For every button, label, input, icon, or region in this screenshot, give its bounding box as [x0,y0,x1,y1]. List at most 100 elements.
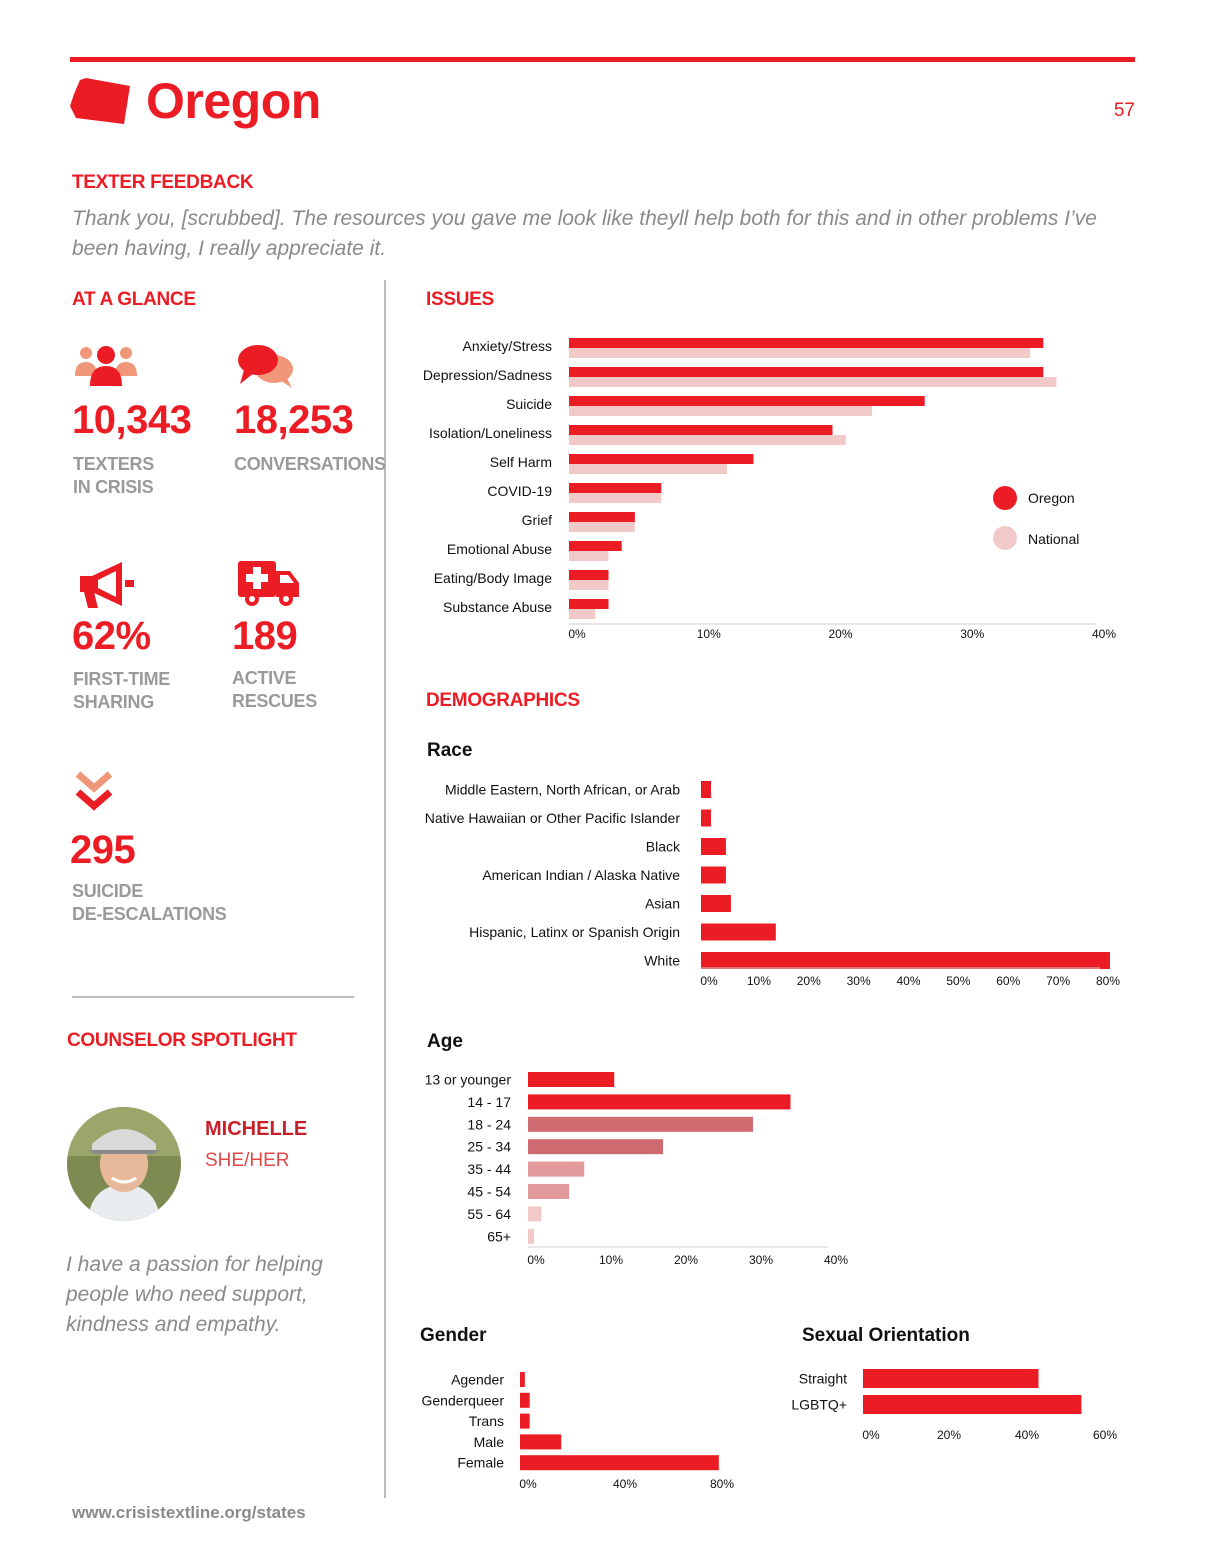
race-tick-20: 20% [797,974,821,988]
rescues-label-2: RESCUES [232,691,317,711]
orientation-tick-0: 0% [862,1428,880,1442]
gender-tick-0: 0% [519,1477,537,1491]
race-bar-black [701,838,726,855]
age-tick-20: 20% [674,1253,698,1267]
gender-bar-male [520,1434,562,1450]
race-tick-30: 30% [847,974,871,988]
counselor-quote: I have a passion for helping people who … [66,1253,323,1336]
texters-value: 10,343 [72,398,192,442]
age-label-55-64: 55 - 64 [467,1206,511,1222]
age-label-65: 65+ [487,1228,511,1244]
race-bar-native-hawaiian-or-other-pacific-islander [701,809,711,827]
feedback-heading: TEXTER FEEDBACK [72,172,254,193]
deescalations-value: 295 [70,828,136,872]
race-tick-50: 50% [946,974,970,988]
age-label-45-54: 45 - 54 [467,1184,511,1200]
age-label-25-34: 25 - 34 [467,1139,511,1155]
orientation-bar-lgbtq [863,1395,1082,1414]
footer-url: www.crisistextline.org/states [72,1503,306,1522]
gender-label-genderqueer: Genderqueer [421,1392,504,1408]
issues-bar-oregon-isolation-loneliness [569,425,833,435]
age-tick-30: 30% [749,1253,773,1267]
issues-bar-national-self-harm [569,464,728,474]
deescalations-label-1: SUICIDE [72,881,143,901]
issues-label-isolation-loneliness: Isolation/Loneliness [429,425,552,441]
race-label-white: White [644,953,680,969]
rescues-label-1: ACTIVE [232,668,297,688]
page-number: 57 [1113,100,1135,121]
issues-label-anxiety-stress: Anxiety/Stress [463,338,552,354]
issues-bar-national-depression-sadness [569,377,1057,387]
age-bar-25-34 [528,1139,663,1155]
orientation-label-straight: Straight [799,1371,847,1387]
age-label-35-44: 35 - 44 [467,1161,511,1177]
counselor-avatar [67,1107,181,1221]
age-label-18-24: 18 - 24 [467,1116,511,1132]
issues-bar-national-emotional-abuse [569,551,609,561]
gender-tick-80: 80% [710,1477,734,1491]
legend-label-oregon: Oregon [1028,490,1075,506]
texters-label-2: IN CRISIS [73,477,154,497]
counselor-name: MICHELLE [205,1118,308,1140]
orientation-tick-60: 60% [1093,1428,1117,1442]
issues-bar-oregon-self-harm [569,454,754,464]
issues-bar-national-anxiety-stress [569,348,1031,358]
race-label-black: Black [646,839,681,855]
gender-bar-trans [520,1413,530,1429]
deescalations-label-2: DE-ESCALATIONS [72,904,227,924]
legend-swatch-national [993,526,1017,550]
orientation-tick-40: 40% [1015,1428,1039,1442]
race-tick-10: 10% [747,974,771,988]
column-divider [384,280,386,1498]
issues-tick-30: 30% [960,627,984,641]
issues-bar-oregon-covid-19 [569,483,662,493]
orientation-bar-straight [863,1369,1039,1388]
race-tick-40: 40% [896,974,920,988]
race-label-american-indian-alaska-native: American Indian / Alaska Native [482,867,680,883]
race-bar-middle-eastern-north-african-or-arab [701,781,711,798]
race-tick-80: 80% [1096,974,1120,988]
age-title: Age [427,1031,463,1052]
issues-bar-national-covid-19 [569,493,662,503]
issues-label-eating-body-image: Eating/Body Image [434,570,553,586]
age-bar-14-17 [528,1094,791,1110]
issues-bar-oregon-grief [569,512,635,522]
age-bar-55-64 [528,1206,542,1222]
race-label-middle-eastern-north-african-or-arab: Middle Eastern, North African, or Arab [445,782,680,798]
age-tick-40: 40% [824,1253,848,1267]
issues-bar-oregon-suicide [569,396,925,406]
rescues-value: 189 [232,614,298,658]
issues-bar-national-eating-body-image [569,580,609,590]
issues-bar-national-isolation-loneliness [569,435,846,445]
issues-heading: ISSUES [426,289,494,310]
legend-label-national: National [1028,531,1080,547]
gender-bar-agender [520,1372,525,1387]
ambulance-icon [238,561,299,606]
spotlight-heading: COUNSELOR SPOTLIGHT [67,1030,297,1051]
first-time-label-1: FIRST-TIME [73,669,170,689]
header-rule [70,57,1135,62]
issues-tick-10: 10% [697,627,721,641]
issues-tick-40: 40% [1092,627,1116,641]
gender-tick-40: 40% [613,1477,637,1491]
page-title: Oregon [146,73,321,129]
orientation-label-lgbtq: LGBTQ+ [791,1397,847,1413]
feedback-quote: Thank you, [scrubbed]. The resources you… [72,207,1097,260]
gender-bar-genderqueer [520,1392,530,1408]
oregon-state-icon [70,78,130,124]
issues-label-substance-abuse: Substance Abuse [443,599,552,615]
orientation-tick-20: 20% [937,1428,961,1442]
race-title: Race [427,740,473,761]
first-time-label-2: SHARING [73,692,154,712]
age-chart: 13 or younger 14 - 17 18 - 24 25 - 34 35 - 4… [425,1072,849,1268]
race-label-native-hawaiian-or-other-pacific-islander: Native Hawaiian or Other Pacific Islande… [425,810,681,826]
issues-bar-national-grief [569,522,635,532]
issues-bar-oregon-depression-sadness [569,367,1044,377]
age-bar-13-or-younger [528,1072,615,1087]
chat-bubbles-icon [238,345,293,388]
issues-bar-oregon-eating-body-image [569,570,609,580]
issues-label-grief: Grief [522,512,552,528]
race-tick-0: 0% [700,974,718,988]
glance-heading: AT A GLANCE [72,289,196,310]
gender-bar-female [520,1455,719,1471]
